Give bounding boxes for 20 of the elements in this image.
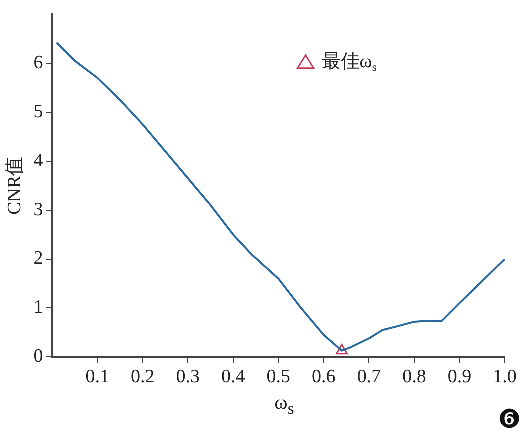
x-tick-label: 0.8 — [402, 366, 426, 388]
y-tick-label: 0 — [34, 346, 44, 368]
y-tick-label: 1 — [34, 297, 44, 318]
y-tick-label: 3 — [34, 199, 44, 220]
x-tick-label: 0.5 — [266, 366, 291, 388]
y-tick-label: 6 — [34, 52, 44, 74]
x-tick-label: 0.9 — [448, 366, 472, 388]
text: ❻ — [498, 404, 521, 435]
x-tick-label: 0.2 — [130, 366, 155, 388]
y-axis-title: CNR值 — [4, 156, 26, 215]
y-tick-label: 2 — [34, 248, 44, 270]
x-axis-title: ω$_{s}$ — [274, 392, 294, 418]
x-tick-label: 0.7 — [357, 366, 382, 388]
y-tick-label: 4 — [34, 150, 44, 172]
x-tick-label: 0.3 — [176, 366, 200, 388]
x-tick-label: 1.0 — [493, 366, 517, 388]
x-tick-label: 0.4 — [222, 366, 246, 388]
y-tick-label: 5 — [34, 101, 44, 122]
x-tick-label: 0.6 — [312, 366, 336, 388]
x-tick-label: 0.1 — [86, 366, 110, 388]
